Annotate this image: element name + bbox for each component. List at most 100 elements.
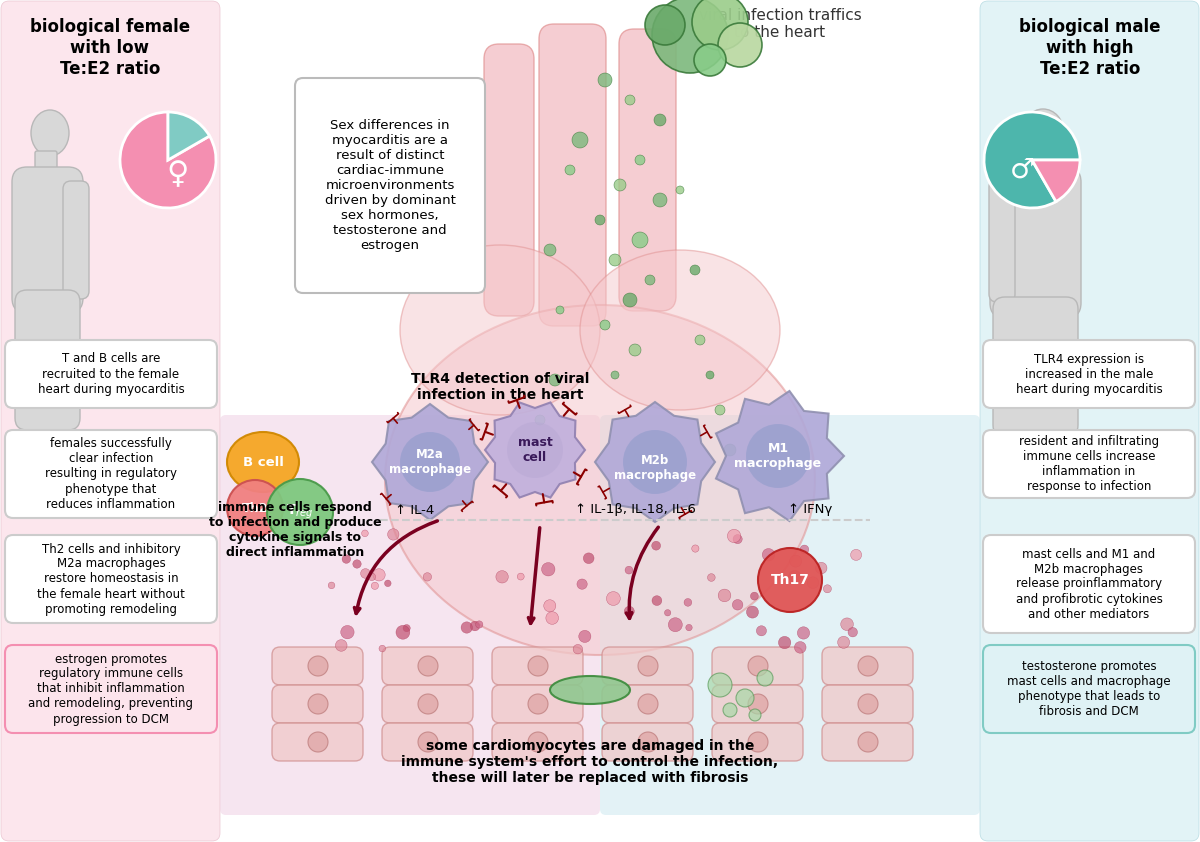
Text: immune cells respond
to infection and produce
cytokine signals to
direct inflamm: immune cells respond to infection and pr…	[209, 501, 382, 559]
Circle shape	[638, 694, 658, 714]
Circle shape	[800, 545, 809, 554]
Circle shape	[583, 553, 594, 563]
Circle shape	[577, 579, 587, 589]
Text: TLR4 expression is
increased in the male
heart during myocarditis: TLR4 expression is increased in the male…	[1015, 353, 1163, 396]
Text: T and B cells are
recruited to the female
heart during myocarditis: T and B cells are recruited to the femal…	[37, 353, 185, 396]
FancyBboxPatch shape	[5, 340, 217, 408]
Circle shape	[748, 694, 768, 714]
Text: resident and infiltrating
immune cells increase
inflammation in
response to infe: resident and infiltrating immune cells i…	[1019, 435, 1159, 493]
Circle shape	[724, 444, 736, 456]
Circle shape	[690, 265, 700, 275]
Circle shape	[653, 193, 667, 207]
FancyBboxPatch shape	[1, 1, 220, 841]
Circle shape	[652, 541, 660, 550]
Wedge shape	[1032, 160, 1080, 201]
Text: mast
cell: mast cell	[517, 436, 552, 464]
Circle shape	[461, 622, 473, 633]
Ellipse shape	[580, 250, 780, 410]
FancyBboxPatch shape	[5, 535, 217, 623]
FancyBboxPatch shape	[220, 415, 600, 815]
Circle shape	[748, 732, 768, 752]
Text: ↑ IFNγ: ↑ IFNγ	[788, 504, 832, 516]
FancyBboxPatch shape	[492, 647, 583, 685]
Circle shape	[528, 732, 548, 752]
Circle shape	[808, 577, 818, 589]
Circle shape	[528, 694, 548, 714]
Circle shape	[528, 656, 548, 676]
Circle shape	[858, 656, 878, 676]
Circle shape	[361, 530, 368, 536]
Circle shape	[692, 0, 748, 50]
Circle shape	[418, 694, 438, 714]
Circle shape	[521, 446, 529, 454]
Circle shape	[496, 571, 509, 583]
Circle shape	[635, 155, 646, 165]
Circle shape	[733, 535, 743, 544]
Circle shape	[858, 732, 878, 752]
FancyBboxPatch shape	[5, 645, 217, 733]
Circle shape	[574, 644, 583, 654]
FancyBboxPatch shape	[382, 685, 473, 723]
FancyBboxPatch shape	[822, 685, 913, 723]
FancyBboxPatch shape	[484, 44, 534, 316]
Circle shape	[718, 589, 731, 602]
Circle shape	[418, 732, 438, 752]
Circle shape	[541, 562, 554, 576]
Circle shape	[424, 573, 432, 581]
Circle shape	[342, 555, 350, 563]
Circle shape	[848, 627, 858, 637]
Circle shape	[748, 656, 768, 676]
Text: Th17: Th17	[770, 573, 810, 587]
Circle shape	[535, 415, 545, 425]
Circle shape	[668, 618, 683, 632]
Text: ♂: ♂	[1009, 156, 1034, 184]
Circle shape	[646, 275, 655, 285]
Text: estrogen promotes
regulatory immune cells
that inhibit inflammation
and remodeli: estrogen promotes regulatory immune cell…	[29, 653, 193, 726]
Text: Th2 cells and inhibitory
M2a macrophages
restore homeostasis in
the female heart: Th2 cells and inhibitory M2a macrophages…	[37, 542, 185, 616]
Circle shape	[816, 562, 827, 574]
FancyBboxPatch shape	[602, 723, 694, 761]
Circle shape	[718, 23, 762, 67]
Circle shape	[336, 640, 347, 651]
Circle shape	[572, 132, 588, 148]
Circle shape	[706, 371, 714, 379]
Text: T$_{reg}$: T$_{reg}$	[287, 503, 313, 521]
FancyBboxPatch shape	[382, 723, 473, 761]
Circle shape	[691, 545, 698, 552]
Circle shape	[611, 371, 619, 379]
Circle shape	[632, 232, 648, 248]
Text: Th2: Th2	[242, 502, 268, 514]
Circle shape	[600, 320, 610, 330]
Circle shape	[695, 335, 706, 345]
Circle shape	[373, 568, 385, 581]
Circle shape	[388, 529, 398, 540]
Circle shape	[371, 582, 378, 589]
FancyBboxPatch shape	[64, 181, 89, 299]
Circle shape	[762, 548, 775, 561]
Circle shape	[308, 732, 328, 752]
Circle shape	[746, 424, 810, 488]
FancyBboxPatch shape	[5, 430, 217, 518]
FancyBboxPatch shape	[272, 647, 364, 685]
Circle shape	[797, 626, 810, 639]
FancyBboxPatch shape	[983, 645, 1195, 733]
Circle shape	[266, 479, 334, 545]
Circle shape	[756, 626, 767, 636]
Circle shape	[508, 422, 563, 478]
Circle shape	[368, 573, 376, 581]
FancyBboxPatch shape	[35, 151, 58, 180]
Circle shape	[851, 549, 862, 561]
Circle shape	[341, 626, 354, 639]
Circle shape	[652, 0, 728, 73]
Circle shape	[685, 625, 692, 631]
Circle shape	[546, 611, 558, 625]
Circle shape	[353, 560, 361, 568]
Text: M1
macrophage: M1 macrophage	[734, 442, 822, 470]
Circle shape	[708, 573, 715, 581]
Circle shape	[544, 244, 556, 256]
Circle shape	[598, 73, 612, 87]
Circle shape	[610, 254, 622, 266]
Circle shape	[614, 179, 626, 191]
Circle shape	[517, 573, 524, 580]
Circle shape	[623, 293, 637, 307]
